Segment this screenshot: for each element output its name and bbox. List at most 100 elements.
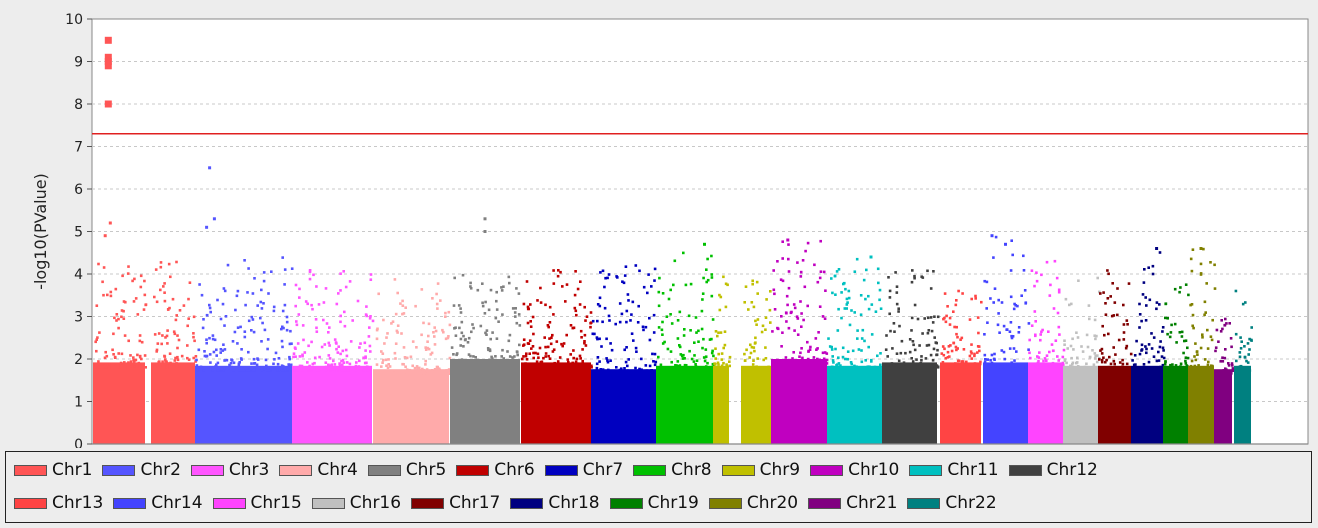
snp-point xyxy=(396,324,400,327)
snp-point xyxy=(638,372,641,375)
snp-point xyxy=(598,304,602,308)
snp-point xyxy=(1170,323,1173,327)
snp-point xyxy=(317,303,321,306)
snp-point xyxy=(415,365,419,368)
snp-point xyxy=(447,372,451,375)
snp-point xyxy=(243,259,246,262)
snp-point xyxy=(983,360,987,364)
snp-point xyxy=(570,365,574,368)
snp-point xyxy=(932,270,935,273)
snp-point xyxy=(1023,289,1027,292)
snp-point xyxy=(620,367,623,370)
snp-point xyxy=(95,304,99,307)
snp-point xyxy=(876,267,880,271)
snp-point xyxy=(1168,335,1172,339)
snp-point xyxy=(1107,366,1110,369)
snp-point xyxy=(701,292,705,295)
snp-point xyxy=(175,314,178,317)
snp-point xyxy=(137,361,141,365)
snp-point xyxy=(825,358,829,362)
legend-label: Chr17 xyxy=(449,493,501,513)
snp-point xyxy=(935,364,939,367)
snp-point xyxy=(283,268,287,271)
snp-point xyxy=(1125,368,1128,371)
snp-point xyxy=(1206,363,1210,367)
snp-point xyxy=(797,362,800,366)
snp-point xyxy=(1010,239,1013,242)
snp-point xyxy=(1109,362,1113,366)
snp-point xyxy=(749,351,753,355)
snp-point xyxy=(1094,354,1097,358)
snp-point xyxy=(400,332,403,335)
snp-point xyxy=(787,257,790,261)
series-chr21 xyxy=(1214,317,1235,444)
snp-point xyxy=(551,350,555,353)
snp-point xyxy=(1108,369,1112,372)
snp-point xyxy=(420,371,424,374)
snp-point xyxy=(644,325,648,329)
snp-point xyxy=(485,329,489,332)
snp-point xyxy=(358,359,361,363)
snp-point xyxy=(1161,330,1164,333)
snp-point xyxy=(810,361,814,365)
snp-point xyxy=(474,356,477,359)
snp-point xyxy=(280,327,283,331)
snp-point xyxy=(1040,330,1043,334)
snp-point xyxy=(435,302,439,306)
snp-point xyxy=(876,354,879,358)
top-hit-point xyxy=(205,225,209,229)
snp-point xyxy=(1075,361,1078,365)
snp-point xyxy=(985,280,989,284)
snp-point xyxy=(119,361,123,365)
snp-point xyxy=(653,267,657,271)
snp-point xyxy=(1156,369,1159,372)
snp-point xyxy=(192,366,196,369)
legend-label: Chr9 xyxy=(759,460,801,480)
snp-point xyxy=(460,320,464,324)
snp-point xyxy=(599,372,603,375)
snp-point xyxy=(688,368,692,372)
series-chr9 xyxy=(713,275,774,444)
snp-point xyxy=(952,310,955,313)
snp-point xyxy=(219,317,223,321)
snp-point xyxy=(1182,366,1185,369)
snp-point xyxy=(234,308,237,312)
snp-point xyxy=(552,269,555,272)
snp-point xyxy=(638,269,641,273)
snp-point xyxy=(529,303,532,306)
snp-point xyxy=(1044,365,1047,368)
snp-point xyxy=(771,330,774,333)
snp-point xyxy=(557,269,560,272)
snp-point xyxy=(1210,368,1213,372)
snp-point xyxy=(296,369,300,372)
snp-point xyxy=(796,359,799,362)
snp-point xyxy=(646,291,649,295)
snp-point xyxy=(511,356,514,359)
snp-point xyxy=(702,276,705,280)
snp-point xyxy=(672,367,676,370)
snp-point xyxy=(886,355,889,358)
snp-point xyxy=(693,354,696,357)
snp-point xyxy=(166,362,169,365)
snp-point xyxy=(205,341,208,345)
snp-point xyxy=(1118,369,1121,372)
snp-point xyxy=(321,366,325,370)
snp-point xyxy=(1063,358,1067,361)
snp-point xyxy=(984,365,988,369)
snp-point xyxy=(605,337,608,341)
snp-point xyxy=(786,303,789,307)
snp-point xyxy=(337,292,340,295)
snp-point xyxy=(1140,349,1143,352)
snp-point xyxy=(692,369,695,372)
snp-point xyxy=(923,317,926,320)
snp-point xyxy=(789,311,793,315)
snp-point xyxy=(381,361,384,364)
snp-point xyxy=(1096,276,1099,280)
snp-point xyxy=(515,321,519,325)
snp-point xyxy=(561,285,564,288)
snp-point xyxy=(1045,260,1049,264)
snp-point xyxy=(637,372,640,375)
snp-point xyxy=(787,243,790,246)
snp-point xyxy=(211,337,215,341)
snp-point xyxy=(1061,363,1065,367)
